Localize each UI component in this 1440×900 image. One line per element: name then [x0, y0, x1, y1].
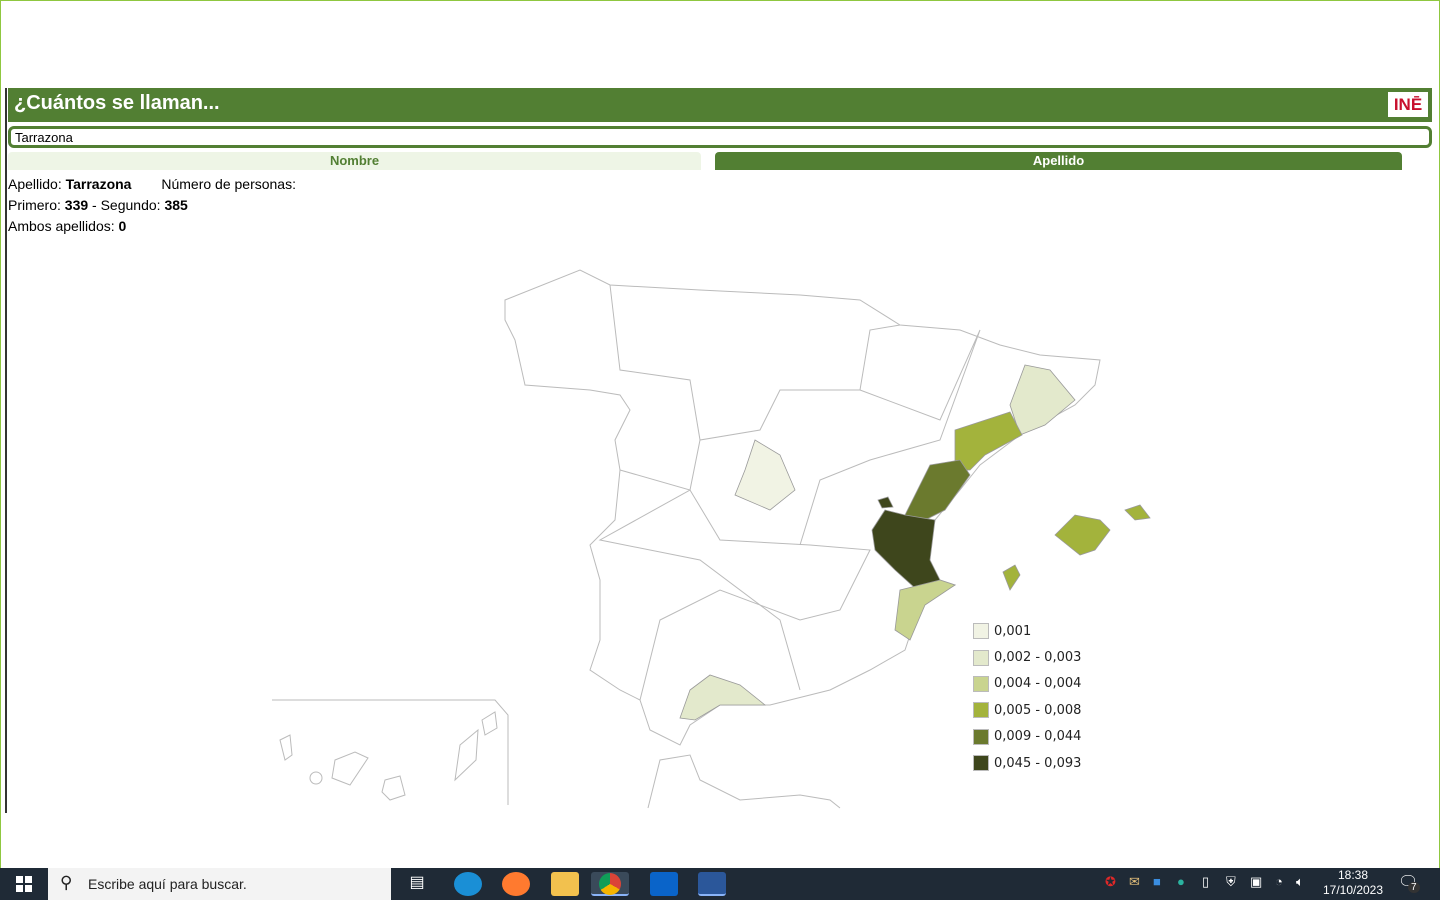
- label: - Segundo:: [92, 197, 161, 213]
- spain-map: [272, 269, 1151, 809]
- outlook-tray-icon[interactable]: ■: [1153, 874, 1161, 889]
- legend-label: 0,045 - 0,093: [994, 755, 1082, 771]
- legend-swatch: [973, 728, 989, 745]
- island-menorca: [1124, 504, 1151, 521]
- province-malaga: [679, 674, 767, 721]
- chrome-icon[interactable]: [591, 872, 629, 896]
- legend-item: 0,001: [973, 618, 1081, 644]
- map-legend: 0,001 0,002 - 0,003 0,004 - 0,004 0,005 - 0…: [973, 618, 1081, 776]
- info-line-3: Ambos apellidos: 0: [8, 218, 126, 234]
- info-line-2: Primero: 339 - Segundo: 385: [8, 197, 188, 213]
- label: Apellido:: [8, 176, 62, 192]
- province-borders: [799, 329, 981, 546]
- taskbar-search[interactable]: ⚲ Escribe aquí para buscar.: [48, 868, 391, 900]
- usb-icon[interactable]: ▯: [1202, 874, 1210, 889]
- legend-label: 0,001: [994, 623, 1032, 639]
- canarias-island: [279, 734, 293, 761]
- label: Número de personas:: [161, 176, 296, 192]
- ine-logo: INĒ: [1388, 92, 1428, 117]
- tab-apellido[interactable]: Apellido: [715, 152, 1402, 170]
- security-shield-icon[interactable]: ⛨: [1226, 874, 1236, 889]
- legend-label: 0,009 - 0,044: [994, 729, 1082, 745]
- page-title: ¿Cuántos se llaman...: [14, 92, 220, 114]
- canarias-island: [481, 711, 498, 736]
- left-border: [5, 88, 7, 813]
- second-count: 385: [164, 197, 188, 213]
- spain-outline: [504, 269, 1101, 746]
- legend-label: 0,002 - 0,003: [994, 650, 1082, 666]
- notification-count: 7: [1408, 882, 1420, 893]
- surname-value: Tarrazona: [65, 176, 132, 192]
- windows-icon: [16, 876, 32, 892]
- file-explorer-icon[interactable]: [551, 872, 579, 896]
- island-ibiza: [1002, 564, 1021, 591]
- word-icon[interactable]: [698, 872, 726, 896]
- eset-icon[interactable]: ●: [1177, 874, 1185, 889]
- label: Primero:: [8, 197, 61, 213]
- canarias-island: [331, 751, 369, 786]
- legend-swatch: [973, 675, 989, 692]
- canarias-box: [272, 699, 509, 805]
- windows-start-button[interactable]: [0, 868, 48, 900]
- volume-icon[interactable]: 🔈︎: [1296, 874, 1304, 889]
- province-barcelona: [1009, 364, 1076, 436]
- legend-swatch: [973, 702, 989, 719]
- date: 17/10/2023: [1322, 883, 1384, 897]
- wifi-icon[interactable]: ◔: [1275, 874, 1283, 889]
- province-alicante: [894, 579, 956, 641]
- legend-item: 0,045 - 0,093: [973, 750, 1081, 776]
- legend-swatch: [973, 755, 989, 772]
- legend-item: 0,005 - 0,008: [973, 697, 1081, 723]
- legend-label: 0,005 - 0,008: [994, 702, 1082, 718]
- mail-icon[interactable]: ✉: [1129, 874, 1140, 889]
- legend-item: 0,004 - 0,004: [973, 671, 1081, 697]
- canarias-island: [309, 771, 323, 785]
- task-view-icon[interactable]: ▤: [409, 874, 425, 891]
- first-count: 339: [64, 197, 89, 213]
- legend-label: 0,004 - 0,004: [994, 676, 1082, 692]
- canarias-island: [454, 728, 479, 782]
- outlook-icon[interactable]: [650, 872, 678, 896]
- province-borders: [598, 439, 801, 691]
- edge-icon[interactable]: [454, 872, 482, 896]
- legend-item: 0,002 - 0,003: [973, 644, 1081, 670]
- app-header: ¿Cuántos se llaman... INĒ: [8, 88, 1432, 122]
- province-borders: [619, 469, 871, 701]
- notifications-icon[interactable]: 🗨︎ 7: [1398, 874, 1420, 893]
- firefox-icon[interactable]: [502, 872, 530, 896]
- province-borders: [609, 284, 901, 441]
- tray-app-icon[interactable]: ✪: [1105, 874, 1116, 889]
- search-icon: ⚲: [60, 873, 73, 892]
- camera-icon[interactable]: ▣: [1250, 874, 1263, 889]
- legend-swatch: [973, 623, 989, 640]
- tab-nombre[interactable]: Nombre: [8, 152, 701, 170]
- search-input[interactable]: [8, 126, 1432, 148]
- search-placeholder: Escribe aquí para buscar.: [88, 876, 247, 892]
- province-madrid: [734, 439, 796, 511]
- legend-swatch: [973, 649, 989, 666]
- label: Ambos apellidos:: [8, 218, 115, 234]
- taskbar: ⚲ Escribe aquí para buscar. ▤ ✪ ✉ ■ ● ▯ …: [0, 868, 1440, 900]
- clock[interactable]: 18:38 17/10/2023: [1318, 868, 1388, 898]
- africa-coast: [647, 754, 841, 809]
- island-mallorca: [1054, 514, 1111, 556]
- legend-item: 0,009 - 0,044: [973, 724, 1081, 750]
- time: 18:38: [1337, 868, 1369, 882]
- province-valencia-enclave: [877, 496, 894, 509]
- both-count: 0: [118, 218, 127, 234]
- info-line-1: Apellido: Tarrazona Número de personas:: [8, 176, 296, 192]
- canarias-island: [381, 775, 406, 801]
